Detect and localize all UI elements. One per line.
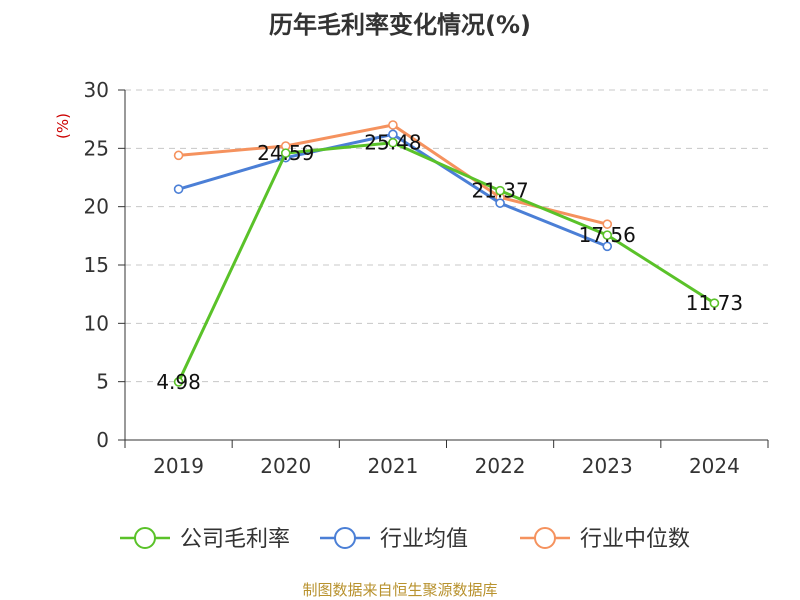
x-tick-label-2024: 2024: [689, 454, 740, 478]
data-label-2022: 21.37: [471, 179, 528, 203]
legend-marker-0: [134, 527, 156, 549]
data-label-2023: 17.56: [579, 223, 636, 247]
y-tick-label-10: 10: [84, 311, 109, 335]
y-tick-label-0: 0: [96, 428, 109, 452]
x-tick-label-2022: 2022: [475, 454, 526, 478]
y-tick-label-25: 25: [84, 136, 109, 160]
grid-lines: [125, 89, 768, 383]
data-label-2021: 25.48: [364, 131, 421, 155]
series-2-point-2019: [173, 150, 184, 161]
y-tick-label-20: 20: [84, 195, 109, 219]
series-0-point-2019: [173, 377, 184, 387]
axes: 0 5 10 15 20 25 30 2019 2020 2021 2022 2023 2024: [84, 78, 769, 478]
series-0-point-2024: [709, 298, 720, 308]
x-tick-label-2023: 2023: [582, 454, 633, 478]
x-tick-label-2019: 2019: [153, 454, 204, 478]
series-line-0: [177, 141, 716, 383]
legend-marker-2: [534, 527, 556, 549]
y-axis-unit: (%): [54, 113, 72, 139]
series-0-point-2023: [602, 230, 613, 240]
data-label-2024: 11.73: [686, 291, 743, 315]
legend: 公司毛利率 行业均值 行业中位数: [120, 527, 690, 552]
y-tick-label-5: 5: [96, 370, 109, 394]
x-tick-label-2021: 2021: [367, 454, 418, 478]
source-note: 制图数据来自恒生聚源数据库: [302, 581, 497, 599]
legend-marker-1: [334, 527, 356, 549]
series-layer: [173, 120, 720, 387]
series-1-point-2022: [495, 198, 505, 208]
legend-label-0: 公司毛利率: [180, 527, 290, 552]
series-2-point-2021: [388, 120, 398, 130]
legend-label-2: 行业中位数: [580, 527, 690, 552]
series-0-point-2020: [280, 148, 291, 158]
series-0-point-2022: [495, 185, 505, 196]
y-tick-label-30: 30: [84, 78, 109, 102]
series-2-point-2023: [602, 219, 613, 229]
x-tick-label-2020: 2020: [260, 454, 311, 478]
data-label-2019: 4.98: [156, 370, 201, 394]
chart-title: 历年毛利率变化情况(%): [269, 11, 531, 39]
data-labels: 4.98 24.59 25.48 21.37 17.56 11.73: [156, 131, 743, 394]
data-label-2020: 24.59: [257, 141, 314, 165]
legend-label-1: 行业均值: [380, 527, 468, 552]
series-0-point-2021: [388, 137, 398, 148]
series-1-point-2023: [602, 241, 613, 252]
series-1-point-2019: [173, 184, 184, 194]
y-tick-label-15: 15: [84, 253, 109, 277]
